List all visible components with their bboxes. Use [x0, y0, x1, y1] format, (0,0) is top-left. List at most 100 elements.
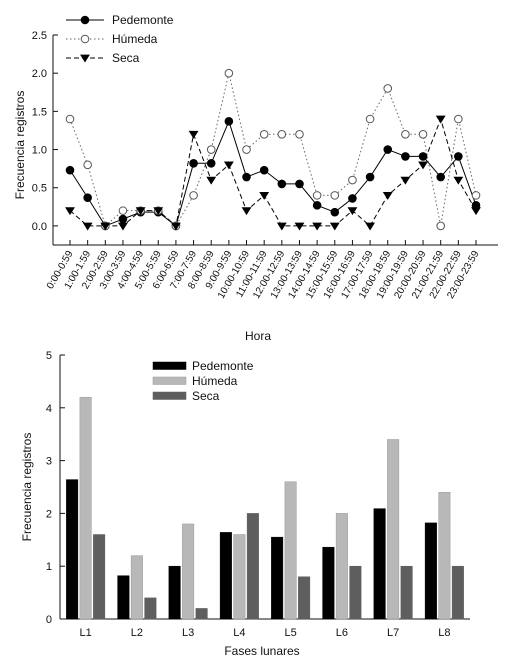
- data-point-pedemonte: [224, 116, 234, 126]
- line-y-axis-label: Frecuencia registros: [13, 91, 27, 200]
- data-point-seca: [471, 207, 481, 216]
- bar-pedemonte: [373, 508, 386, 620]
- data-point-seca: [118, 222, 128, 231]
- data-point-pedemonte: [418, 152, 428, 161]
- data-point-húmeda: [65, 114, 75, 124]
- line-x-axis-label: Hora: [245, 329, 271, 343]
- data-point-seca: [65, 207, 75, 216]
- line-y-tick-label: 2.0: [32, 68, 47, 80]
- data-point-húmeda: [259, 129, 269, 139]
- data-point-pedemonte: [206, 158, 216, 168]
- data-point-húmeda: [330, 191, 340, 200]
- bar-x-tick-label: L2: [131, 627, 143, 639]
- series-line-húmeda: [69, 73, 477, 227]
- data-point-seca: [365, 222, 376, 231]
- bar-y-tick-label: 0: [46, 614, 52, 626]
- data-point-pedemonte: [330, 207, 340, 217]
- bar-x-tick-label: L7: [387, 627, 399, 639]
- data-point-pedemonte: [259, 165, 269, 175]
- data-point-pedemonte: [401, 152, 410, 161]
- bar-y-axis-label: Frecuencia registros: [20, 433, 34, 542]
- data-point-húmeda: [118, 206, 128, 215]
- bar-húmeda: [130, 555, 143, 620]
- data-point-seca: [435, 115, 446, 124]
- data-point-seca: [188, 130, 199, 139]
- data-point-seca: [170, 222, 181, 231]
- data-point-pedemonte: [189, 158, 198, 168]
- bar-pedemonte: [271, 536, 284, 620]
- data-point-seca: [347, 207, 358, 216]
- data-point-seca: [82, 222, 93, 231]
- data-point-seca: [382, 192, 393, 200]
- bar-x-tick-label: L5: [285, 627, 297, 639]
- bar-húmeda: [387, 439, 400, 620]
- bar-x-tick-label: L8: [438, 627, 450, 639]
- data-point-pedemonte: [83, 193, 92, 202]
- bar-seca: [298, 576, 311, 620]
- data-point-pedemonte: [118, 214, 128, 224]
- data-point-pedemonte: [277, 179, 287, 189]
- data-point-seca: [400, 176, 411, 185]
- data-point-pedemonte: [348, 194, 357, 203]
- bar-y-tick-label: 3: [46, 456, 52, 468]
- line-legend: Pedemonte Húmeda Seca: [61, 8, 195, 70]
- data-point-húmeda: [206, 145, 216, 154]
- legend-label-pedemonte: Pedemonte: [112, 13, 174, 27]
- legend-swatch-seca: [152, 391, 187, 400]
- data-point-pedemonte: [383, 145, 393, 154]
- data-point-seca: [241, 207, 252, 216]
- data-point-húmeda: [348, 175, 357, 185]
- data-point-húmeda: [224, 68, 234, 78]
- data-point-húmeda: [365, 114, 375, 124]
- bar-x-tick-label: L4: [233, 627, 245, 639]
- data-point-húmeda: [277, 129, 287, 139]
- data-point-seca: [294, 222, 305, 231]
- series-line-seca: [69, 117, 477, 227]
- bar-x-tick-label: L1: [80, 627, 92, 639]
- data-point-pedemonte: [295, 179, 304, 189]
- bar-húmeda: [79, 396, 92, 620]
- legend-label-seca: Seca: [112, 51, 140, 65]
- bar-seca: [246, 513, 259, 620]
- line-y-tick-label: 1.5: [32, 106, 47, 118]
- legend-label-seca: Seca: [192, 389, 220, 403]
- bar-pedemonte: [219, 532, 232, 620]
- data-point-húmeda: [418, 129, 428, 139]
- bar-húmeda: [182, 523, 195, 620]
- data-point-pedemonte: [242, 172, 251, 182]
- bar-y-tick-label: 1: [46, 561, 52, 573]
- data-point-seca: [418, 161, 428, 170]
- data-point-húmeda: [295, 129, 304, 139]
- bar-pedemonte: [117, 575, 130, 620]
- line-y-tick-label: 0.0: [32, 221, 47, 233]
- bar-seca: [93, 534, 106, 620]
- legend-swatch-pedemonte: [152, 361, 187, 370]
- data-point-húmeda: [383, 84, 393, 93]
- line-y-tick-label: 2.5: [32, 30, 47, 42]
- data-point-seca: [276, 222, 287, 231]
- data-point-pedemonte: [365, 172, 375, 182]
- line-y-tick-label: 1.0: [32, 145, 47, 157]
- data-point-seca: [135, 207, 146, 216]
- bar-húmeda: [438, 492, 451, 620]
- data-point-húmeda: [454, 114, 463, 124]
- bar-seca: [195, 608, 208, 620]
- data-point-húmeda: [242, 145, 251, 154]
- bar-húmeda: [335, 513, 348, 620]
- line-y-tick-label: 0.5: [32, 183, 47, 195]
- bar-chart: Frecuencia registros Fases lunares 0 1 2 3 4…: [20, 350, 470, 658]
- legend-marker-pedemonte: [80, 15, 90, 25]
- legend-label-húmeda: Húmeda: [192, 374, 238, 388]
- legend-swatch-húmeda: [152, 376, 187, 385]
- legend-marker-seca: [80, 54, 90, 63]
- bar-seca: [349, 565, 362, 620]
- bar-seca: [400, 565, 413, 620]
- bar-húmeda: [233, 534, 246, 620]
- bar-pedemonte: [322, 546, 335, 620]
- data-point-húmeda: [189, 191, 198, 200]
- data-point-seca: [329, 222, 340, 231]
- data-point-pedemonte: [312, 200, 322, 210]
- line-chart: Frecuencia registros Hora 0.0 0.5 1.0 1.5 2.…: [13, 8, 498, 343]
